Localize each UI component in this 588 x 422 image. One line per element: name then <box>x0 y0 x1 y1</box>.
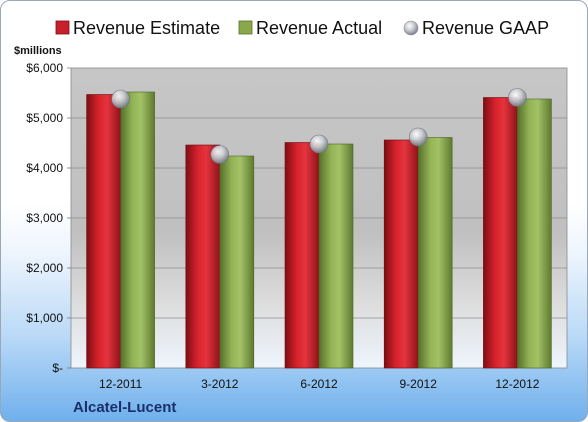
bar-revenue-estimate <box>483 97 518 369</box>
marker-revenue-gaap <box>408 127 428 147</box>
legend-swatch-actual <box>238 20 253 35</box>
bar-revenue-estimate <box>383 139 419 369</box>
bar-revenue-actual <box>417 137 453 369</box>
bar-revenue-estimate <box>284 142 320 369</box>
y-tick-label: $6,000 <box>26 61 63 75</box>
bar-revenue-actual <box>517 98 552 369</box>
bar-revenue-actual <box>120 91 155 369</box>
y-tick-label: $1,000 <box>26 311 63 325</box>
legend: Revenue Estimate Revenue Actual Revenue … <box>55 18 549 38</box>
legend-marker-gaap <box>403 20 419 36</box>
unit-label: $millions <box>14 45 62 57</box>
x-axis-ticks: 12-2011 3-2012 6-2012 9-2012 12-2012 <box>99 377 540 391</box>
x-tick-label: 12-2012 <box>495 377 539 391</box>
bar-revenue-actual <box>318 143 354 369</box>
x-tick-label: 3-2012 <box>201 377 239 391</box>
gaap-markers <box>111 88 527 164</box>
x-tick-label: 12-2011 <box>99 377 142 391</box>
bar-revenue-estimate <box>185 144 221 369</box>
y-tick-label: $5,000 <box>26 111 63 125</box>
marker-revenue-gaap <box>508 88 527 107</box>
bars <box>86 91 552 369</box>
y-tick-label: $3,000 <box>26 211 63 225</box>
marker-revenue-gaap <box>111 89 130 109</box>
y-tick-label: $- <box>52 361 63 375</box>
y-axis-ticks: $- $1,000 $2,000 $3,000 $4,000 $5,000 $6,000 <box>26 61 71 375</box>
company-name: Alcatel-Lucent <box>73 399 176 416</box>
x-tick-label: 9-2012 <box>400 377 438 391</box>
y-tick-label: $2,000 <box>26 261 63 275</box>
legend-label-estimate: Revenue Estimate <box>73 18 220 38</box>
bar-revenue-estimate <box>86 94 121 369</box>
legend-label-actual: Revenue Actual <box>256 18 382 38</box>
legend-label-gaap: Revenue GAAP <box>422 18 549 38</box>
x-tick-label: 6-2012 <box>300 377 338 391</box>
y-tick-label: $4,000 <box>26 161 63 175</box>
marker-revenue-gaap <box>309 134 329 154</box>
bar-revenue-actual <box>219 155 255 369</box>
marker-revenue-gaap <box>210 145 230 164</box>
legend-swatch-estimate <box>55 20 70 35</box>
